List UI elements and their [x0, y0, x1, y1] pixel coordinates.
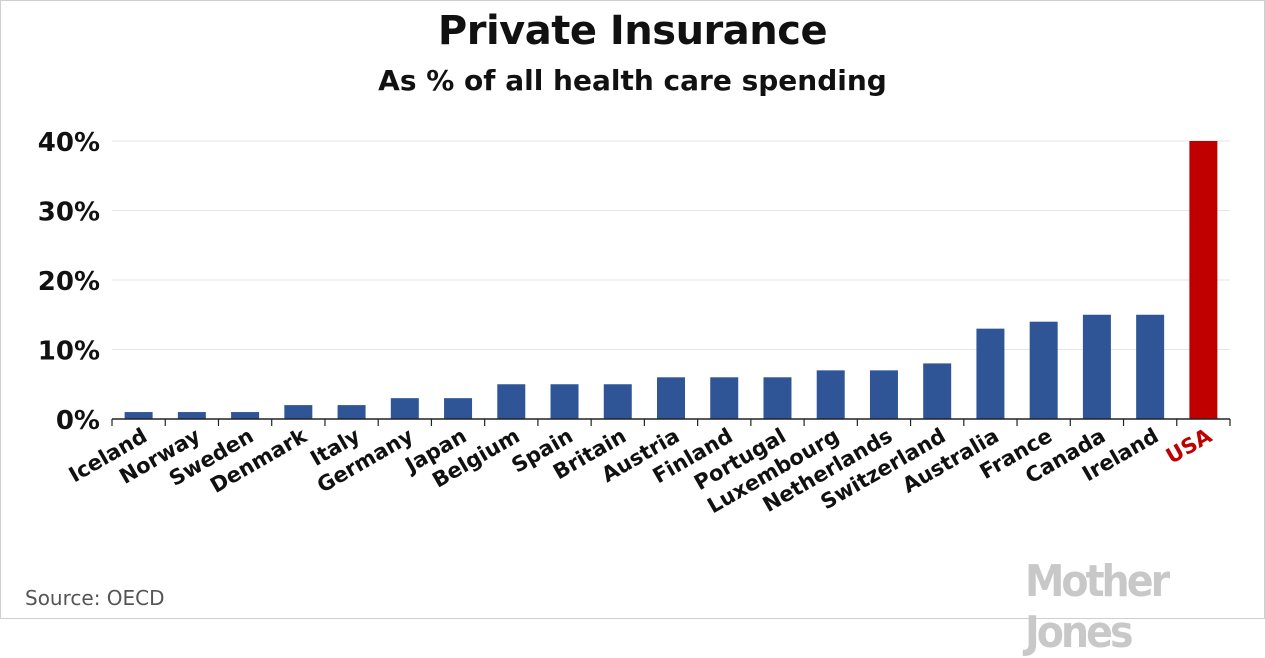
y-tick-label: 0% [56, 406, 100, 436]
y-tick-label: 10% [38, 337, 100, 367]
chart-subtitle: As % of all health care spending [378, 64, 887, 97]
bar-luxembourg [816, 370, 845, 419]
bar-spain [550, 384, 579, 419]
bar-usa [1189, 141, 1218, 419]
bar-denmark [284, 405, 313, 419]
x-category-label: USA [1162, 423, 1217, 468]
y-tick-label: 30% [38, 198, 100, 228]
y-tick-label: 40% [38, 128, 100, 158]
bar-austria [657, 377, 685, 419]
bar-germany [390, 398, 419, 419]
bar-france [1029, 321, 1058, 419]
bar-switzerland [923, 363, 952, 419]
chart-title: Private Insurance [437, 8, 828, 54]
bar-chart: 0%10%20%30%40%IcelandNorwaySwedenDenmark… [38, 128, 1231, 518]
bar-ireland [1136, 314, 1165, 419]
bar-canada [1082, 314, 1111, 419]
bar-japan [444, 398, 473, 419]
source-note: Source: OECD [25, 586, 165, 610]
bar-portugal [763, 377, 792, 419]
bar-iceland [124, 412, 153, 419]
bar-italy [337, 405, 366, 419]
bar-belgium [497, 384, 526, 419]
bar-norway [177, 412, 206, 419]
y-tick-label: 20% [38, 267, 100, 297]
mother-jones-logo: Mother Jones [1025, 556, 1170, 658]
bar-britain [603, 384, 632, 419]
bar-finland [710, 377, 739, 419]
bar-australia [976, 328, 1005, 419]
bar-netherlands [869, 370, 898, 419]
bar-sweden [231, 412, 260, 419]
